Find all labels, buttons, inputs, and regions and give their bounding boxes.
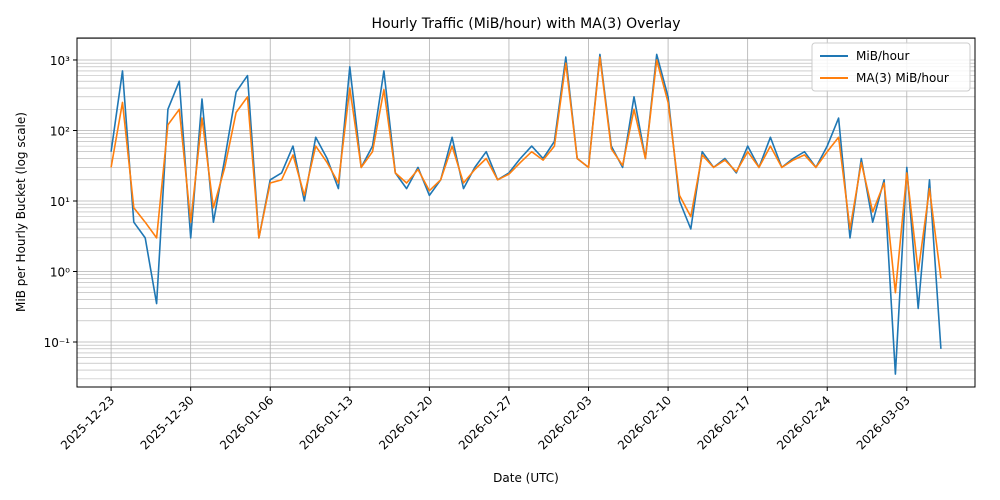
line-series [110, 53, 942, 375]
legend: MiB/hour MA(3) MiB/hour [811, 42, 971, 92]
plot-frame [76, 37, 976, 388]
y-axis-label: MiB per Hourly Bucket (log scale) [14, 112, 28, 312]
x-tick-label: 2025-12-30 [138, 393, 197, 452]
y-tick-label: 10² [50, 124, 70, 138]
x-tick-label: 2026-02-24 [774, 393, 833, 452]
y-tick-label: 10³ [50, 54, 70, 68]
x-tick-label: 2026-03-03 [854, 393, 913, 452]
legend-box [811, 42, 971, 92]
y-tick-label: 10⁻¹ [44, 336, 71, 350]
line-series [110, 56, 942, 294]
x-tick-label: 2025-12-23 [58, 393, 117, 452]
x-axis-label: Date (UTC) [493, 471, 559, 485]
y-tick-label: 10¹ [50, 195, 70, 209]
legend-label: MiB/hour [856, 49, 910, 63]
x-tick-label: 2026-01-06 [217, 393, 276, 452]
y-tick-label: 10⁰ [50, 265, 70, 279]
x-tick-label: 2026-01-13 [297, 393, 356, 452]
x-tick-label: 2026-02-10 [615, 393, 674, 452]
x-tick-label: 2026-01-27 [456, 393, 515, 452]
legend-label: MA(3) MiB/hour [856, 71, 949, 85]
chart-title: Hourly Traffic (MiB/hour) with MA(3) Ove… [371, 16, 680, 32]
x-tick-label: 2026-02-17 [695, 393, 754, 452]
x-tick-label: 2026-02-03 [535, 393, 594, 452]
x-tick-label: 2026-01-20 [376, 393, 435, 452]
